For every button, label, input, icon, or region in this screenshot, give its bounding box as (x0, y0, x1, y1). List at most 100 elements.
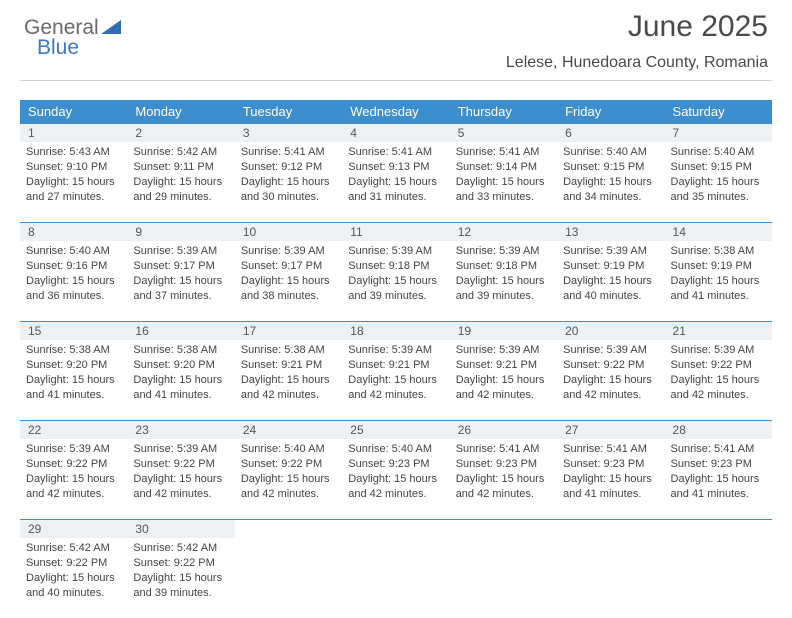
daylight-text-1: Daylight: 15 hours (133, 373, 228, 388)
daylight-text-2: and 41 minutes. (563, 487, 658, 502)
daylight-text-1: Daylight: 15 hours (241, 274, 336, 289)
sunrise-text: Sunrise: 5:41 AM (456, 442, 551, 457)
day-number: 10 (235, 223, 342, 241)
sunrise-text: Sunrise: 5:39 AM (241, 244, 336, 259)
daylight-text-1: Daylight: 15 hours (133, 175, 228, 190)
sunrise-text: Sunrise: 5:38 AM (26, 343, 121, 358)
day-number: 1 (20, 124, 127, 142)
daylight-text-2: and 29 minutes. (133, 190, 228, 205)
sunset-text: Sunset: 9:23 PM (563, 457, 658, 472)
sunset-text: Sunset: 9:19 PM (671, 259, 766, 274)
daylight-text-2: and 42 minutes. (241, 388, 336, 403)
day-number (450, 520, 557, 538)
sunset-text: Sunset: 9:10 PM (26, 160, 121, 175)
sunset-text: Sunset: 9:21 PM (348, 358, 443, 373)
day-number (665, 520, 772, 538)
sunset-text: Sunset: 9:20 PM (133, 358, 228, 373)
daylight-text-2: and 41 minutes. (671, 487, 766, 502)
daylight-text-2: and 27 minutes. (26, 190, 121, 205)
daynum-row: 22232425262728 (20, 421, 772, 439)
sunset-text: Sunset: 9:15 PM (671, 160, 766, 175)
sunset-text: Sunset: 9:23 PM (456, 457, 551, 472)
calendar-week: Sunrise: 5:43 AMSunset: 9:10 PM Daylight:… (20, 142, 772, 223)
daylight-text-2: and 31 minutes. (348, 190, 443, 205)
daylight-text-2: and 42 minutes. (456, 388, 551, 403)
daynum-row: 1234567 (20, 124, 772, 142)
daylight-text-2: and 41 minutes. (26, 388, 121, 403)
day-number: 11 (342, 223, 449, 241)
day-number: 30 (127, 520, 234, 538)
calendar-cell: Sunrise: 5:41 AMSunset: 9:23 PMDaylight:… (450, 439, 557, 519)
sunrise-text: Sunrise: 5:39 AM (456, 343, 551, 358)
sunset-text: Sunset: 9:23 PM (671, 457, 766, 472)
daylight-text-1: Daylight: 15 hours (26, 571, 121, 586)
calendar-cell: Sunrise: 5:39 AMSunset: 9:22 PMDaylight:… (557, 340, 664, 420)
daylight-text-2: and 42 minutes. (241, 487, 336, 502)
daylight-text-1: Daylight: 15 hours (671, 472, 766, 487)
day-number: 19 (450, 322, 557, 340)
calendar-week: Sunrise: 5:42 AMSunset: 9:22 PMDaylight:… (20, 538, 772, 618)
daylight-text-2: and 37 minutes. (133, 289, 228, 304)
day-number: 20 (557, 322, 664, 340)
daylight-text-2: and 40 minutes. (563, 289, 658, 304)
sunrise-text: Sunrise: 5:41 AM (456, 145, 551, 160)
daylight-text-1: Daylight: 15 hours (241, 373, 336, 388)
daylight-text-2: and 33 minutes. (456, 190, 551, 205)
sunrise-text: Sunrise: 5:41 AM (671, 442, 766, 457)
daylight-text-2: and 42 minutes. (456, 487, 551, 502)
sunrise-text: Sunrise: 5:43 AM (26, 145, 121, 160)
daylight-text-2: and 34 minutes. (563, 190, 658, 205)
calendar-cell: Sunrise: 5:39 AMSunset: 9:22 PMDaylight:… (127, 439, 234, 519)
daynum-row: 15161718192021 (20, 322, 772, 340)
daylight-text-1: Daylight: 15 hours (26, 274, 121, 289)
sunrise-text: Sunrise: 5:39 AM (133, 442, 228, 457)
sunset-text: Sunset: 9:22 PM (671, 358, 766, 373)
sunset-text: Sunset: 9:18 PM (456, 259, 551, 274)
logo-text-2: Blue (37, 36, 79, 60)
daylight-text-1: Daylight: 15 hours (133, 274, 228, 289)
dayhead-wed: Wednesday (342, 100, 449, 124)
day-number: 13 (557, 223, 664, 241)
dayhead-sat: Saturday (665, 100, 772, 124)
sunset-text: Sunset: 9:12 PM (241, 160, 336, 175)
sunrise-text: Sunrise: 5:39 AM (26, 442, 121, 457)
calendar-cell: Sunrise: 5:38 AMSunset: 9:21 PMDaylight:… (235, 340, 342, 420)
day-number: 9 (127, 223, 234, 241)
daylight-text-1: Daylight: 15 hours (563, 175, 658, 190)
page-title: June 2025 (628, 10, 768, 44)
sunset-text: Sunset: 9:22 PM (133, 556, 228, 571)
page-header: General Blue June 2025 Lelese, Hunedoara… (0, 0, 792, 88)
daylight-text-1: Daylight: 15 hours (348, 274, 443, 289)
daylight-text-2: and 41 minutes. (133, 388, 228, 403)
sunrise-text: Sunrise: 5:39 AM (563, 244, 658, 259)
sunset-text: Sunset: 9:13 PM (348, 160, 443, 175)
calendar-cell: Sunrise: 5:39 AMSunset: 9:17 PMDaylight:… (235, 241, 342, 321)
daylight-text-1: Daylight: 15 hours (241, 472, 336, 487)
sunset-text: Sunset: 9:11 PM (133, 160, 228, 175)
day-number: 24 (235, 421, 342, 439)
daylight-text-2: and 42 minutes. (133, 487, 228, 502)
sunrise-text: Sunrise: 5:39 AM (133, 244, 228, 259)
daylight-text-1: Daylight: 15 hours (133, 571, 228, 586)
sunrise-text: Sunrise: 5:42 AM (133, 145, 228, 160)
day-number: 16 (127, 322, 234, 340)
day-number: 26 (450, 421, 557, 439)
daylight-text-1: Daylight: 15 hours (456, 175, 551, 190)
day-number: 21 (665, 322, 772, 340)
dayhead-tue: Tuesday (235, 100, 342, 124)
sunset-text: Sunset: 9:17 PM (241, 259, 336, 274)
calendar-cell (342, 538, 449, 618)
calendar-cell: Sunrise: 5:39 AMSunset: 9:22 PMDaylight:… (20, 439, 127, 519)
calendar-cell: Sunrise: 5:39 AMSunset: 9:18 PMDaylight:… (450, 241, 557, 321)
day-number: 29 (20, 520, 127, 538)
daynum-row: 2930 (20, 520, 772, 538)
daylight-text-1: Daylight: 15 hours (26, 472, 121, 487)
sunrise-text: Sunrise: 5:38 AM (133, 343, 228, 358)
dayhead-sun: Sunday (20, 100, 127, 124)
calendar-cell: Sunrise: 5:41 AMSunset: 9:14 PMDaylight:… (450, 142, 557, 222)
sunset-text: Sunset: 9:22 PM (26, 556, 121, 571)
calendar-cell (665, 538, 772, 618)
sunrise-text: Sunrise: 5:40 AM (671, 145, 766, 160)
sunset-text: Sunset: 9:16 PM (26, 259, 121, 274)
day-number: 4 (342, 124, 449, 142)
